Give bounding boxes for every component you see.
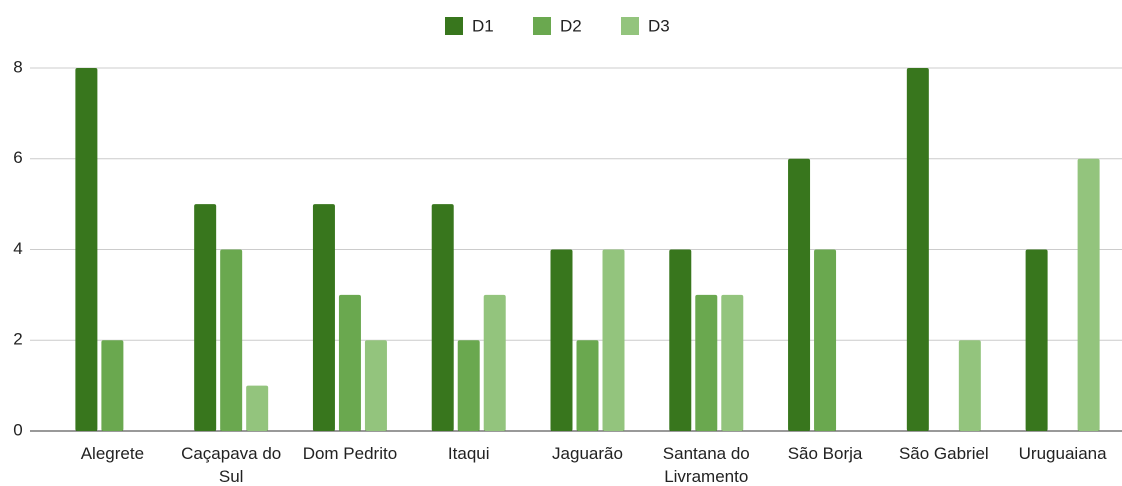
x-tick-label: Dom Pedrito bbox=[302, 444, 398, 463]
bar bbox=[364, 340, 387, 431]
bar bbox=[431, 204, 454, 431]
x-tick-label: Alegrete bbox=[80, 444, 145, 463]
bar bbox=[101, 340, 124, 431]
bar bbox=[958, 340, 981, 431]
bar bbox=[194, 204, 217, 431]
bar bbox=[246, 385, 269, 431]
bar bbox=[550, 249, 573, 431]
legend-label: D2 bbox=[560, 16, 582, 35]
bar bbox=[1025, 249, 1048, 431]
x-tick-label: São Borja bbox=[787, 444, 863, 463]
y-tick-label: 2 bbox=[13, 330, 22, 349]
bar bbox=[220, 249, 243, 431]
bar bbox=[457, 340, 480, 431]
bar bbox=[75, 68, 98, 431]
bar bbox=[1077, 158, 1100, 431]
y-tick-label: 0 bbox=[13, 420, 22, 439]
x-tick-label: Santana do Livramento bbox=[662, 444, 750, 486]
x-tick-label: São Gabriel bbox=[898, 444, 989, 463]
bar bbox=[788, 158, 811, 431]
bar bbox=[906, 68, 929, 431]
x-tick-label: Caçapava do Sul bbox=[181, 444, 282, 486]
bar bbox=[721, 294, 744, 431]
bar bbox=[483, 294, 506, 431]
bar bbox=[669, 249, 692, 431]
bar bbox=[312, 204, 335, 431]
bar bbox=[814, 249, 837, 431]
legend-label: D1 bbox=[472, 16, 494, 35]
x-tick-label: Jaguarão bbox=[552, 444, 623, 463]
x-tick-label: Itaqui bbox=[447, 444, 490, 463]
y-tick-label: 8 bbox=[13, 57, 22, 76]
legend-swatch bbox=[445, 17, 463, 35]
legend-swatch bbox=[533, 17, 551, 35]
bar bbox=[695, 294, 718, 431]
y-tick-label: 6 bbox=[13, 148, 22, 167]
bar bbox=[576, 340, 599, 431]
x-tick-label: Uruguaiana bbox=[1018, 444, 1107, 463]
y-tick-label: 4 bbox=[13, 239, 22, 258]
bar bbox=[338, 294, 361, 431]
legend-label: D3 bbox=[648, 16, 670, 35]
bar bbox=[602, 249, 625, 431]
legend-swatch bbox=[621, 17, 639, 35]
